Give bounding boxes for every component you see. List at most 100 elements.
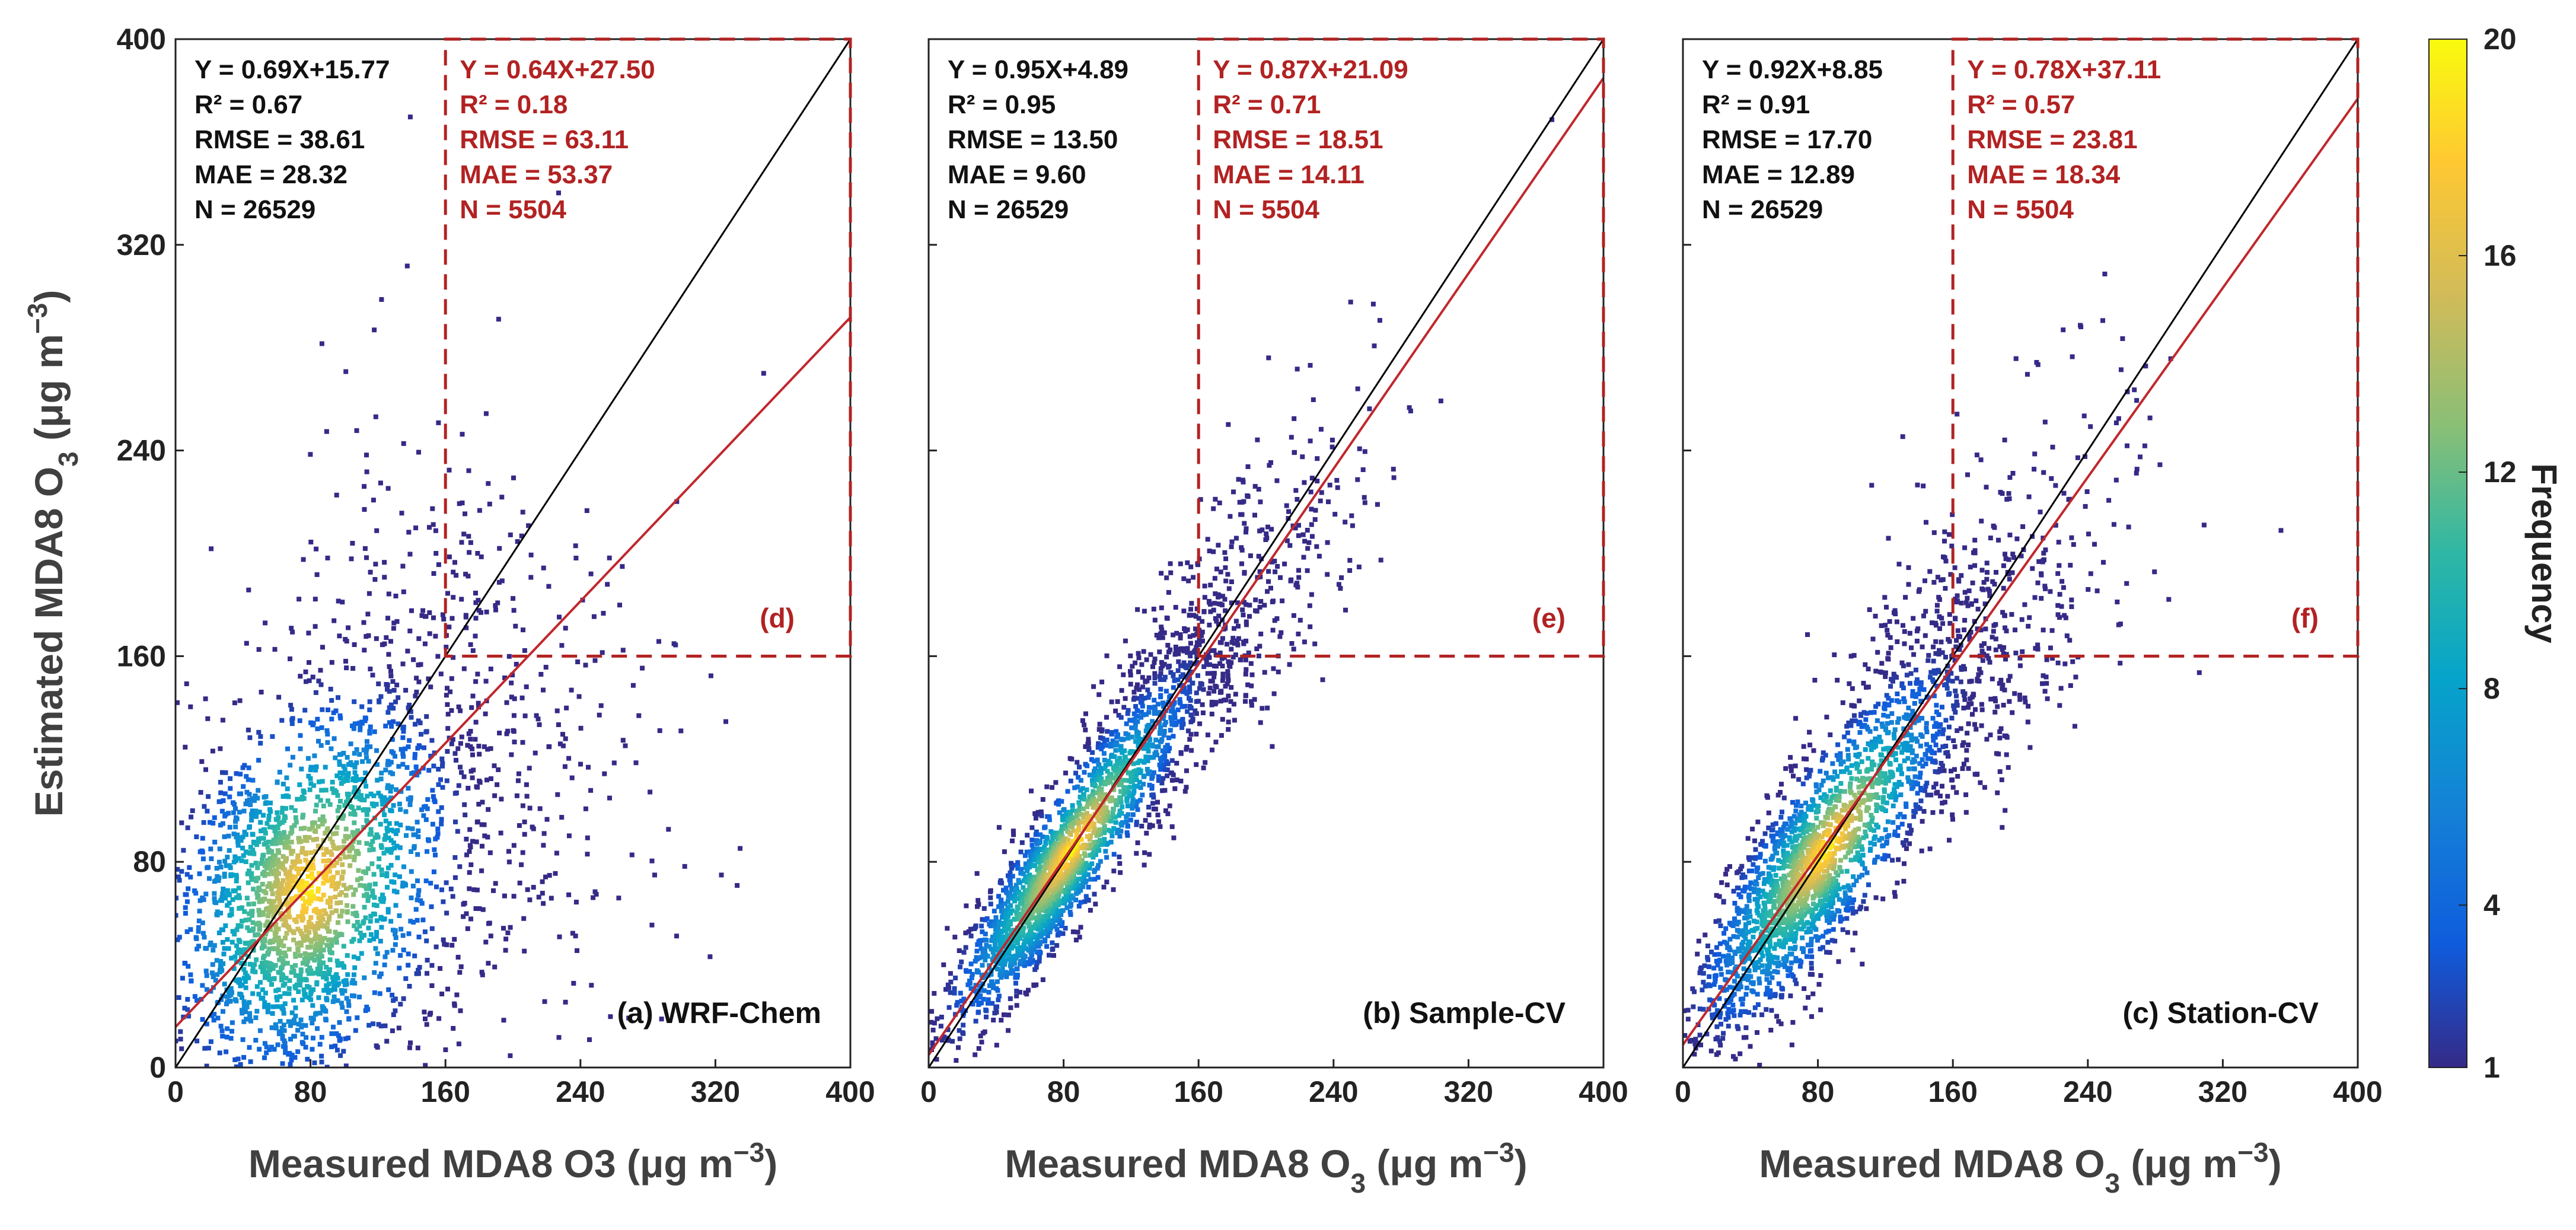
density-cell [987,983,992,989]
density-cell [1108,829,1113,834]
density-cell [311,783,317,788]
density-cell [1168,570,1174,575]
density-cell [1184,745,1190,750]
density-cell [1021,885,1026,890]
density-cell [247,792,252,797]
density-cell [329,698,334,703]
density-cell [260,881,265,887]
density-cell [261,852,266,858]
density-cell [285,889,291,894]
density-cell [483,711,488,716]
density-cell [1350,523,1355,528]
density-cell [455,955,461,960]
density-cell [1085,799,1091,804]
density-cell [556,1035,562,1040]
density-cell [341,751,346,756]
density-cell [320,917,326,922]
density-cell [1155,702,1161,707]
density-cell [988,901,993,907]
density-cell [991,909,997,914]
density-cell [385,829,390,834]
density-cell [1208,582,1213,588]
density-cell [259,836,264,841]
density-cell [1161,763,1166,768]
density-cell [968,980,973,986]
density-cell [244,1016,249,1022]
density-cell [423,878,429,884]
density-cell [1046,919,1051,924]
density-cell [295,926,301,932]
density-cell [228,865,233,871]
density-cell [512,696,517,702]
density-cell [1118,747,1123,753]
density-cell [1063,836,1068,842]
density-cell [297,597,302,602]
density-cell [479,868,484,874]
density-cell [283,919,288,925]
density-cell [1139,715,1144,720]
density-cell [386,652,391,657]
density-cell [1175,677,1181,683]
density-cell [1135,840,1140,846]
density-cell [325,731,330,737]
density-cell [282,982,288,986]
density-cell [1128,817,1133,823]
density-cell [1141,746,1146,751]
density-cell [352,751,357,756]
density-cell [289,874,295,879]
density-cell [364,453,369,458]
density-cell [526,523,531,528]
density-cell [262,1041,267,1046]
density-cell [1245,494,1251,499]
density-cell [272,646,278,652]
density-cell [465,926,470,931]
density-cell [321,893,326,898]
density-cell [1086,884,1091,890]
density-cell [307,894,312,900]
density-cell [398,926,404,932]
density-cell [1160,748,1165,753]
density-cell [1028,945,1034,950]
density-cell [522,713,528,719]
density-cell [326,798,330,804]
density-cell [1080,786,1085,791]
density-cell [1207,549,1212,553]
density-cell [334,825,340,830]
density-cell [367,938,372,943]
density-cell [1050,837,1055,842]
density-cell [294,894,299,899]
density-cell [211,821,216,826]
density-cell [1039,884,1044,890]
density-cell [286,794,291,799]
density-cell [445,686,449,691]
density-cell [273,1025,279,1031]
density-cell [448,887,454,891]
density-cell [1249,683,1254,689]
density-cell [1296,632,1301,636]
density-cell [1229,539,1235,544]
density-cell [342,988,347,993]
density-cell [353,849,359,855]
density-cell [280,854,286,859]
density-cell [247,735,253,740]
density-cell [397,965,402,971]
density-cell [292,1018,297,1022]
density-cell [528,575,534,580]
density-cell [1334,477,1340,483]
density-cell [241,784,246,789]
density-cell [379,770,384,776]
density-cell [1052,861,1057,866]
density-cell [1038,887,1043,893]
density-cell [1000,914,1005,920]
density-cell [1220,716,1225,722]
density-cell [929,1009,935,1014]
density-cell [983,957,988,963]
density-cell [351,892,356,897]
density-cell [1293,487,1299,493]
density-cell [1082,722,1087,728]
density-cell [1146,705,1152,710]
density-cell [318,682,324,687]
density-cell [657,728,662,733]
density-cell [343,369,349,374]
density-cell [321,858,326,863]
